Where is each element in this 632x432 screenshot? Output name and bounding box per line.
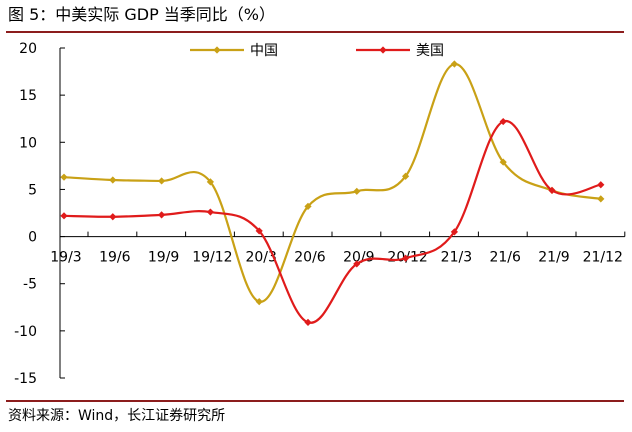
x-tick-label: 21/3 — [441, 250, 472, 266]
series-marker-0 — [499, 158, 507, 166]
x-tick-label: 20/9 — [343, 250, 374, 266]
y-tick-label: 5 — [28, 182, 37, 198]
series-marker-1 — [304, 318, 312, 326]
series-marker-1 — [206, 208, 214, 216]
series-marker-1 — [450, 228, 458, 236]
series-line-1 — [63, 120, 602, 324]
series-marker-0 — [304, 202, 312, 210]
chart-legend: 中国 美国 — [190, 43, 444, 59]
y-tick-label: 20 — [19, 41, 37, 57]
series-marker-1 — [255, 227, 263, 235]
legend-marker-0 — [213, 46, 221, 54]
legend-label-0: 中国 — [250, 43, 278, 59]
y-tick-label: 15 — [19, 88, 37, 104]
series-marker-1 — [597, 181, 605, 189]
series-marker-1 — [548, 186, 556, 194]
series-marker-1 — [353, 260, 361, 268]
series-marker-1 — [499, 117, 507, 126]
y-tick-label: 10 — [19, 135, 37, 151]
series-marker-1 — [109, 213, 117, 221]
chart-series — [60, 60, 605, 326]
source-note: 资料来源：Wind，长江证券研究所 — [8, 408, 226, 424]
series-line-0 — [63, 62, 601, 303]
series-marker-0 — [109, 176, 117, 184]
series-marker-1 — [60, 212, 68, 220]
source-rule — [6, 400, 624, 402]
y-tick-label: -10 — [14, 324, 37, 340]
legend-label-1: 美国 — [416, 43, 444, 59]
x-tick-label: 20/3 — [245, 250, 276, 266]
series-marker-0 — [597, 195, 605, 203]
figure-title: 图 5：中美实际 GDP 当季同比（%） — [8, 5, 276, 24]
series-marker-0 — [60, 173, 68, 181]
x-tick-label: 21/9 — [538, 250, 569, 266]
series-marker-1 — [158, 211, 166, 219]
series-marker-1 — [402, 254, 410, 262]
series-marker-0 — [402, 172, 410, 180]
title-rule — [6, 31, 624, 33]
series-marker-0 — [206, 178, 214, 186]
legend-marker-1 — [379, 46, 387, 54]
x-tick-label: 19/6 — [99, 250, 131, 266]
y-tick-label: -5 — [23, 277, 37, 293]
y-tick-label: -15 — [14, 371, 37, 387]
x-tick-label: 19/3 — [50, 250, 81, 266]
series-marker-0 — [158, 177, 166, 185]
y-tick-label: 0 — [28, 230, 37, 246]
x-tick-label: 21/12 — [583, 250, 623, 266]
x-tick-label: 20/6 — [294, 250, 326, 266]
x-tick-label: 19/12 — [192, 250, 232, 266]
series-marker-0 — [255, 298, 263, 306]
x-tick-label: 21/6 — [489, 250, 521, 266]
chart-axes: 20 15 10 5 0 -5 -10 -15 19/3 19/6 19/9 19/12 20/3 20/… — [14, 41, 626, 387]
x-tick-label: 19/9 — [148, 250, 179, 266]
series-marker-0 — [450, 60, 458, 68]
series-marker-0 — [353, 187, 361, 195]
